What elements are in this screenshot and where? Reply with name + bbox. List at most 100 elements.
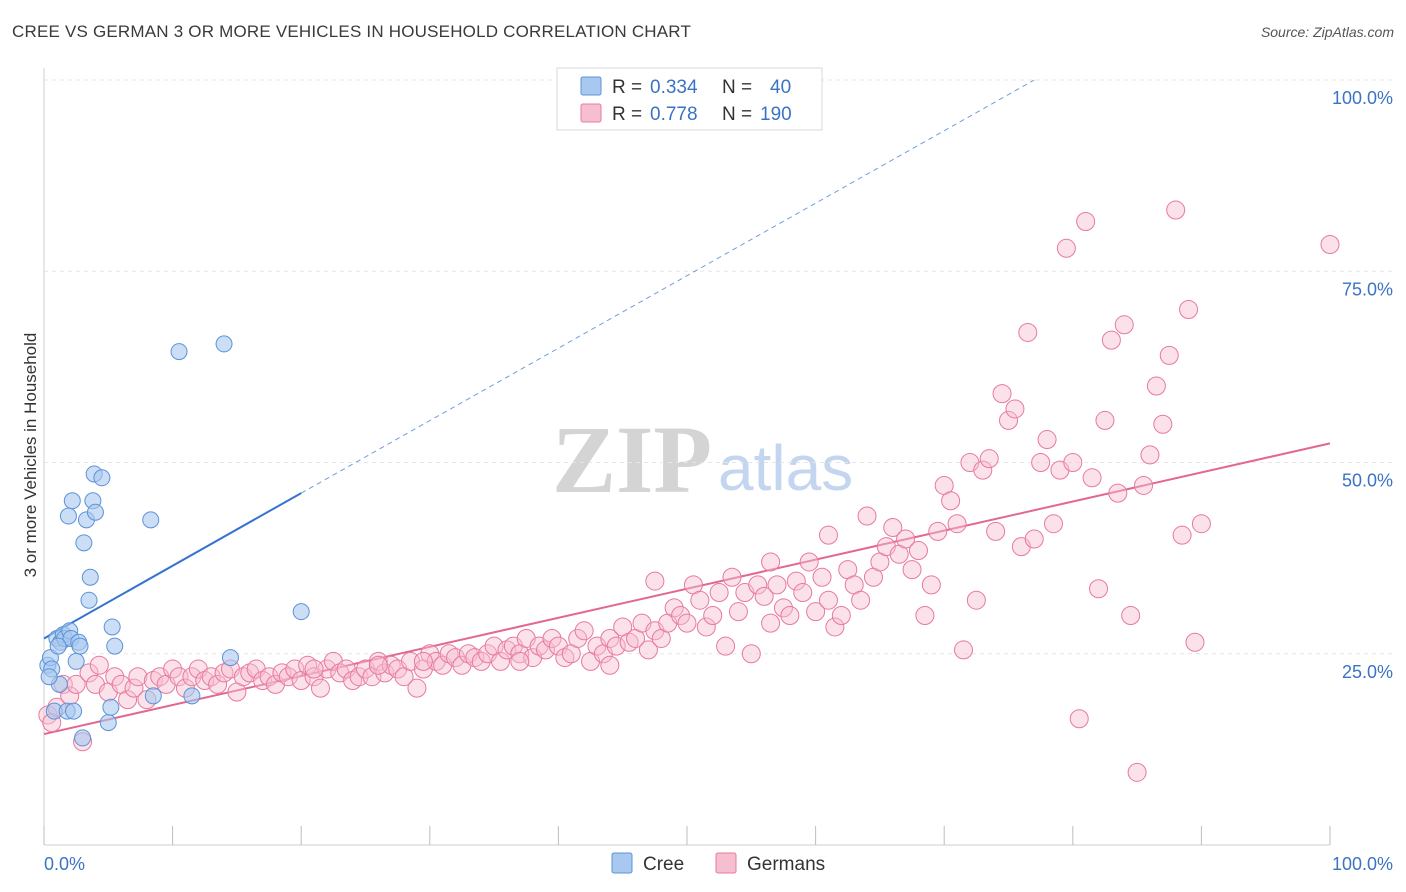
axes — [43, 68, 1331, 846]
legend-top: R = 0.334 N = 40 R = 0.778 N = 190 — [556, 67, 823, 131]
legend-n-value-cree: 40 — [770, 77, 791, 98]
german-point-98 — [664, 598, 684, 618]
grid-lines — [44, 79, 1394, 655]
german-point-135 — [902, 560, 922, 580]
german-point-150 — [999, 410, 1018, 430]
german-point-94 — [638, 640, 658, 660]
german-point-106 — [716, 636, 736, 656]
german-point-161 — [1069, 709, 1089, 729]
cree-point-24 — [93, 469, 111, 487]
german-point-175 — [1159, 345, 1179, 365]
german-point-164 — [1089, 579, 1109, 599]
german-point-15 — [128, 667, 148, 687]
source-label: Source: ZipAtlas.com — [1260, 24, 1394, 40]
german-point-170 — [1127, 762, 1147, 782]
legend-bottom: Cree Germans — [611, 852, 825, 875]
cree-point-17 — [75, 534, 93, 552]
legend-swatch-germans — [580, 103, 602, 123]
legend-r-label-germans: R = — [612, 104, 642, 125]
german-point-141 — [941, 491, 961, 511]
german-point-171 — [1134, 475, 1154, 495]
german-point-78 — [536, 640, 556, 660]
german-point-181 — [1320, 234, 1340, 254]
german-point-156 — [1037, 430, 1057, 450]
german-point-113 — [761, 613, 781, 633]
chart-title: CREE VS GERMAN 3 OR MORE VEHICLES IN HOU… — [12, 22, 692, 41]
german-point-189 — [304, 659, 324, 679]
german-point-178 — [1179, 300, 1199, 319]
cree-point-26 — [102, 698, 120, 716]
cree-point-13 — [67, 652, 85, 670]
watermark-atlas: atlas — [718, 432, 853, 504]
cree-point-34 — [221, 649, 239, 667]
german-point-174 — [1153, 414, 1173, 434]
german-point-110 — [741, 644, 761, 664]
german-point-163 — [1082, 468, 1102, 488]
german-point-121 — [812, 567, 832, 587]
german-point-11 — [105, 667, 125, 687]
y-tick-label-0: 25.0% — [1342, 662, 1393, 682]
german-point-166 — [1101, 330, 1121, 350]
german-point-153 — [1018, 322, 1038, 342]
german-point-154 — [1024, 529, 1044, 549]
german-point-136 — [908, 540, 928, 560]
cree-trend-line — [43, 492, 302, 640]
y-tick-label-3: 100.0% — [1332, 88, 1393, 108]
german-point-123 — [825, 617, 845, 637]
cree-point-30 — [142, 511, 160, 529]
y-axis-title: 3 or more Vehicles in Household — [21, 333, 40, 578]
german-point-162 — [1076, 212, 1096, 232]
cree-point-36 — [63, 492, 81, 510]
cree-point-12 — [65, 702, 83, 720]
german-point-26 — [201, 667, 221, 687]
german-point-20 — [163, 659, 183, 679]
cree-points — [39, 335, 310, 747]
german-point-9 — [89, 655, 109, 675]
german-point-107 — [722, 567, 742, 587]
german-point-127 — [851, 590, 871, 610]
german-point-137 — [915, 606, 935, 625]
german-point-119 — [799, 552, 819, 572]
german-point-138 — [921, 575, 941, 595]
german-point-185 — [600, 655, 620, 675]
german-point-186 — [510, 651, 530, 671]
german-point-71 — [491, 651, 511, 671]
german-point-139 — [928, 521, 948, 541]
german-point-103 — [696, 617, 716, 637]
german-point-180 — [1191, 514, 1211, 534]
german-point-105 — [709, 583, 729, 603]
legend-r-value-cree: 0.334 — [650, 77, 698, 98]
german-point-147 — [979, 449, 999, 469]
german-point-128 — [857, 506, 877, 526]
german-point-160 — [1063, 453, 1083, 472]
german-point-177 — [1172, 525, 1192, 545]
cree-point-25 — [99, 714, 117, 732]
german-point-184 — [818, 525, 838, 545]
german-point-172 — [1140, 445, 1160, 465]
german-point-111 — [748, 575, 768, 595]
german-point-83 — [568, 628, 588, 648]
cree-point-29 — [144, 687, 162, 705]
legend-n-value-germans: 190 — [760, 104, 792, 125]
german-point-104 — [703, 606, 723, 625]
german-point-7 — [79, 663, 99, 683]
cree-point-20 — [81, 568, 99, 586]
legend-r-value-germans: 0.778 — [650, 104, 698, 125]
german-point-88 — [600, 628, 620, 648]
cree-point-32 — [183, 687, 201, 705]
watermark: ZIP atlas — [552, 406, 853, 513]
y-tick-label-1: 50.0% — [1342, 471, 1393, 491]
german-point-115 — [773, 598, 793, 618]
legend-bottom-label-cree: Cree — [643, 854, 684, 875]
german-point-176 — [1166, 200, 1186, 220]
cree-point-15 — [71, 637, 89, 655]
german-point-182 — [645, 571, 665, 591]
cree-point-28 — [106, 637, 124, 655]
cree-point-37 — [59, 507, 77, 525]
german-point-43 — [310, 678, 330, 698]
legend-swatch-cree — [580, 76, 602, 96]
german-point-145 — [966, 590, 986, 610]
german-point-142 — [947, 514, 967, 534]
german-point-167 — [1108, 483, 1128, 503]
legend-n-label-cree: N = — [722, 77, 752, 98]
